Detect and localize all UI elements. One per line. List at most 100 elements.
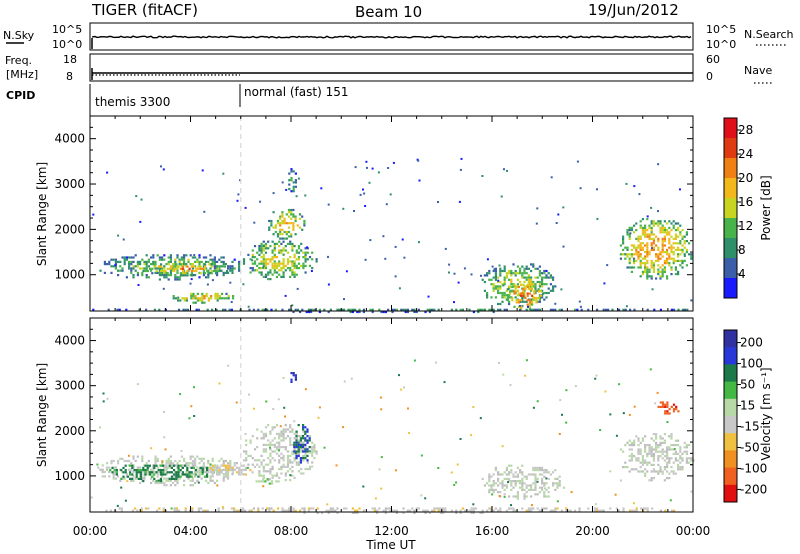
data-cell <box>145 260 148 263</box>
data-cell <box>154 267 157 270</box>
data-cell <box>541 488 544 491</box>
data-cell <box>140 471 143 474</box>
data-cell <box>554 308 557 311</box>
data-cell <box>306 459 309 462</box>
data-cell <box>455 511 458 514</box>
data-cell <box>301 308 304 311</box>
data-cell <box>549 473 552 476</box>
data-cell <box>291 470 294 473</box>
data-cell <box>628 237 631 240</box>
data-cell <box>264 432 268 435</box>
data-cell <box>431 509 434 512</box>
data-cell <box>651 507 654 510</box>
data-cell <box>663 459 666 462</box>
data-cell <box>428 511 431 514</box>
data-cell <box>284 472 287 475</box>
data-cell <box>549 276 552 279</box>
data-cell <box>170 507 173 510</box>
data-cell <box>251 471 254 474</box>
data-cell <box>650 275 653 278</box>
data-cell <box>222 464 226 467</box>
data-cell <box>526 283 529 286</box>
data-cell <box>635 459 638 462</box>
data-cell <box>176 254 179 257</box>
data-cell <box>136 271 139 274</box>
data-cell <box>641 246 644 249</box>
data-cell <box>626 266 629 269</box>
data-cell <box>554 509 557 512</box>
data-cell <box>143 263 146 266</box>
data-cell <box>251 259 254 262</box>
data-cell <box>112 473 115 476</box>
data-cell <box>626 246 629 249</box>
data-cell <box>300 435 303 438</box>
data-cell <box>216 464 219 467</box>
data-cell <box>525 495 528 498</box>
data-cell <box>519 269 522 273</box>
data-cell <box>190 475 193 478</box>
data-cell <box>406 509 409 512</box>
data-cell <box>211 475 214 478</box>
data-cell <box>628 262 631 265</box>
data-cell <box>306 439 309 442</box>
data-cell <box>304 457 307 460</box>
data-cell <box>275 264 279 267</box>
data-cell <box>114 265 117 268</box>
data-cell <box>272 192 275 195</box>
data-cell <box>670 222 673 225</box>
data-cell <box>444 247 447 250</box>
data-cell <box>163 477 166 480</box>
data-cell <box>668 264 671 267</box>
data-cell <box>661 240 664 243</box>
data-cell <box>666 275 669 278</box>
data-cell <box>264 245 268 248</box>
data-cell <box>229 459 232 463</box>
data-cell <box>302 428 305 431</box>
data-cell <box>198 462 201 465</box>
data-cell <box>273 271 276 274</box>
data-cell <box>222 475 226 478</box>
data-cell <box>659 405 662 408</box>
data-cell <box>286 470 290 473</box>
data-cell <box>503 296 506 299</box>
data-cell <box>264 435 268 438</box>
data-cell <box>184 509 187 512</box>
data-cell <box>251 253 254 256</box>
data-cell <box>242 468 245 471</box>
data-cell <box>679 466 682 469</box>
data-cell <box>644 231 647 234</box>
data-cell <box>281 219 284 223</box>
data-cell <box>123 258 126 261</box>
data-cell <box>246 466 249 469</box>
data-cell <box>108 263 111 266</box>
data-cell <box>122 475 125 478</box>
data-cell <box>674 444 677 447</box>
data-cell <box>167 457 170 460</box>
data-cell <box>492 491 495 494</box>
data-cell <box>292 215 295 218</box>
data-cell <box>156 267 159 270</box>
data-cell <box>525 486 528 489</box>
data-cell <box>622 237 625 240</box>
data-cell <box>140 509 143 512</box>
data-cell <box>147 276 150 279</box>
data-cell <box>230 301 233 303</box>
data-cell <box>262 247 265 250</box>
data-cell <box>279 233 282 236</box>
data-cell <box>210 297 213 300</box>
data-cell <box>281 213 284 216</box>
data-cell <box>663 455 666 458</box>
data-cell <box>517 299 520 302</box>
data-cell <box>659 470 662 473</box>
data-cell <box>172 263 175 266</box>
data-cell <box>683 240 686 243</box>
data-cell <box>515 290 518 293</box>
data-cell <box>538 466 541 469</box>
data-cell <box>659 231 662 234</box>
data-cell <box>411 308 414 311</box>
colorbar-swatch <box>724 118 737 139</box>
data-cell <box>124 499 127 502</box>
data-cell <box>231 269 234 272</box>
data-cell <box>271 468 274 471</box>
data-cell <box>201 471 204 474</box>
